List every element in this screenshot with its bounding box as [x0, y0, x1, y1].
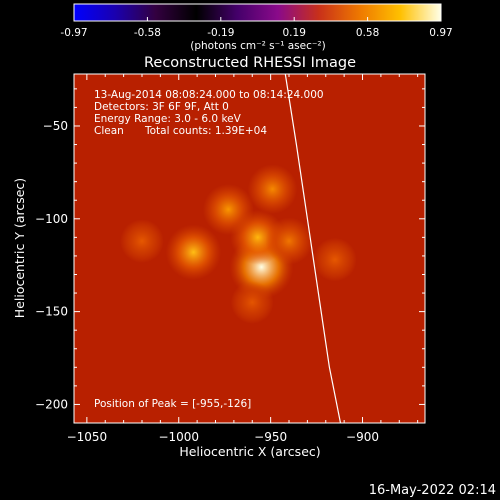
x-tick-label: −1050: [67, 430, 108, 444]
emission-source: [230, 280, 274, 324]
colorbar-tick-label: 0.58: [356, 27, 379, 39]
emission-source: [313, 237, 357, 282]
annotation-detectors: Detectors: 3F 6F 9F, Att 0: [94, 101, 229, 113]
solar-limb: [284, 74, 342, 423]
chart-title: Reconstructed RHESSI Image: [144, 55, 356, 71]
x-tick-label: −900: [346, 430, 379, 444]
x-axis-label: Heliocentric X (arcsec): [179, 444, 320, 459]
emission-source: [247, 164, 298, 214]
annotation-method: Clean: [94, 125, 124, 137]
annotation-total-counts: Total counts: 1.39E+04: [144, 125, 267, 137]
timestamp: 16-May-2022 02:14: [369, 483, 496, 498]
annotation-time-range: 13-Aug-2014 08:08:24.000 to 08:14:24.000: [94, 89, 324, 101]
colorbar-tick-label: 0.19: [283, 27, 306, 39]
y-tick-label: −50: [43, 119, 68, 133]
colorbar-label: (photons cm⁻² s⁻¹ asec⁻²): [190, 40, 325, 52]
y-tick-label: −150: [35, 305, 68, 319]
colorbar-ticks: -0.97 -0.58 -0.19 0.19 0.58 0.97: [60, 17, 453, 39]
colorbar-tick-label: -0.97: [60, 27, 87, 39]
x-tick-label: −950: [254, 430, 287, 444]
annotations: 13-Aug-2014 08:08:24.000 to 08:14:24.000…: [94, 89, 324, 410]
emission-source: [165, 224, 222, 280]
colorbar: -0.97 -0.58 -0.19 0.19 0.58 0.97 (photons cm⁻…: [60, 3, 453, 52]
colorbar-tick-label: 0.97: [429, 27, 452, 39]
y-axis-label: Heliocentric Y (arcsec): [12, 178, 27, 318]
colorbar-tick-label: -0.19: [207, 27, 234, 39]
y-tick-label: −100: [35, 212, 68, 226]
x-tick-label: −1000: [158, 430, 199, 444]
heatmap-sources: [120, 164, 357, 324]
plot-frame: [73, 73, 426, 424]
axes-ticks: −1050 −1000 −950 −900 −50 −100 −150 −200: [35, 74, 425, 444]
emission-source: [265, 217, 313, 265]
y-tick-label: −200: [35, 397, 68, 411]
emission-source: [120, 219, 164, 263]
annotation-peak-position: Position of Peak = [-955,-126]: [94, 398, 251, 410]
colorbar-tick-label: -0.58: [134, 27, 161, 39]
annotation-energy-range: Energy Range: 3.0 - 6.0 keV: [94, 113, 242, 125]
image-panel: −1050 −1000 −950 −900 −50 −100 −150 −200: [35, 73, 426, 444]
colorbar-strip: [73, 3, 442, 22]
